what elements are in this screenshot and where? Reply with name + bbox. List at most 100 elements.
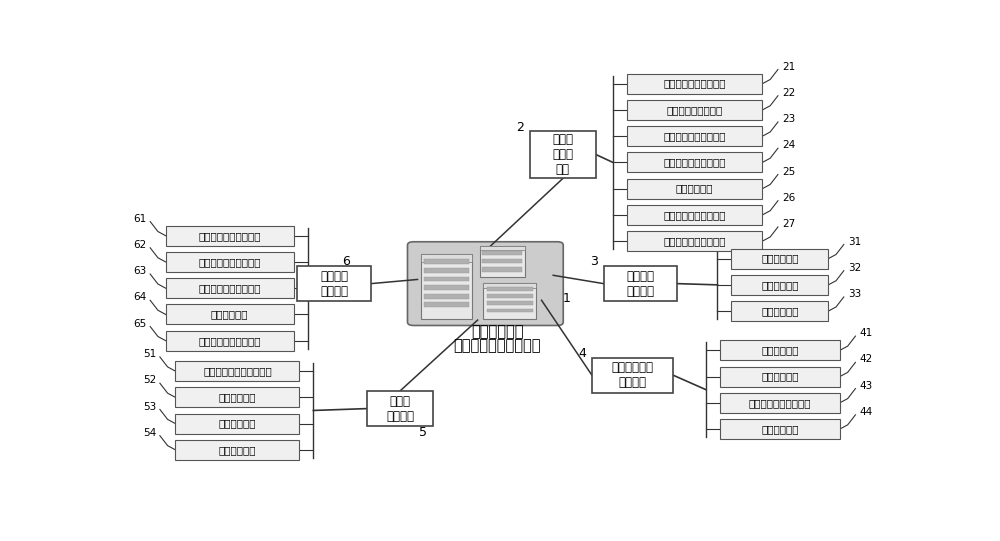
FancyBboxPatch shape <box>480 246 525 250</box>
FancyBboxPatch shape <box>166 252 294 272</box>
Text: 31: 31 <box>848 236 861 247</box>
Text: 1: 1 <box>563 292 571 305</box>
FancyBboxPatch shape <box>627 205 762 225</box>
FancyBboxPatch shape <box>424 294 469 299</box>
Text: 火电厂汽水化学导则模块: 火电厂汽水化学导则模块 <box>203 366 272 376</box>
FancyBboxPatch shape <box>482 250 522 255</box>
Text: 工质腐蚀产物
监测模块: 工质腐蚀产物 监测模块 <box>612 361 654 390</box>
Text: 腐蚀专家失效分析模块: 腐蚀专家失效分析模块 <box>198 335 261 346</box>
Text: 27: 27 <box>782 219 795 229</box>
FancyBboxPatch shape <box>297 266 371 301</box>
Text: 腐蚀专家腐蚀控制模块: 腐蚀专家腐蚀控制模块 <box>198 283 261 293</box>
Text: 腐蚀专家设施管理模块: 腐蚀专家设施管理模块 <box>198 230 261 241</box>
Text: 文档管理模块: 文档管理模块 <box>761 306 799 316</box>
FancyBboxPatch shape <box>424 276 469 281</box>
Text: 2: 2 <box>516 121 524 134</box>
FancyBboxPatch shape <box>720 419 840 439</box>
FancyBboxPatch shape <box>424 260 469 264</box>
Text: 用户管理模块: 用户管理模块 <box>219 445 256 455</box>
FancyBboxPatch shape <box>487 294 533 298</box>
FancyBboxPatch shape <box>166 226 294 246</box>
FancyBboxPatch shape <box>731 275 828 295</box>
Text: 5: 5 <box>420 426 428 439</box>
Text: 24: 24 <box>782 140 795 150</box>
Text: 33: 33 <box>848 289 861 299</box>
Text: 4: 4 <box>578 347 586 360</box>
Text: 全面腐蚀管理系统平台: 全面腐蚀管理系统平台 <box>453 338 541 353</box>
FancyBboxPatch shape <box>424 285 469 290</box>
Text: 64: 64 <box>133 292 146 302</box>
FancyBboxPatch shape <box>720 393 840 413</box>
Text: 6: 6 <box>342 255 350 268</box>
Text: 65: 65 <box>133 319 146 328</box>
FancyBboxPatch shape <box>627 231 762 251</box>
Text: 42: 42 <box>859 354 873 365</box>
Text: 管理人员技术交流模块: 管理人员技术交流模块 <box>663 236 726 246</box>
Text: 52: 52 <box>143 375 156 385</box>
Text: 54: 54 <box>143 428 156 438</box>
Text: 信息储存模块: 信息储存模块 <box>219 392 256 403</box>
FancyBboxPatch shape <box>166 278 294 298</box>
FancyBboxPatch shape <box>480 246 525 278</box>
FancyBboxPatch shape <box>424 268 469 273</box>
Text: 管理人员失效分析模块: 管理人员失效分析模块 <box>663 210 726 220</box>
Text: 基建信息模块: 基建信息模块 <box>761 254 799 263</box>
FancyBboxPatch shape <box>592 358 673 393</box>
Text: 43: 43 <box>859 381 873 391</box>
Text: 53: 53 <box>143 401 156 412</box>
FancyBboxPatch shape <box>627 126 762 146</box>
FancyBboxPatch shape <box>604 266 677 301</box>
FancyBboxPatch shape <box>175 413 299 433</box>
FancyBboxPatch shape <box>483 283 536 288</box>
Text: 管理人
员功能
模块: 管理人 员功能 模块 <box>552 133 573 176</box>
FancyBboxPatch shape <box>483 283 536 319</box>
FancyBboxPatch shape <box>487 287 533 291</box>
Text: 62: 62 <box>133 240 146 250</box>
Text: 26: 26 <box>782 193 795 203</box>
Text: 管理人员设施管理模块: 管理人员设施管理模块 <box>663 78 726 89</box>
FancyBboxPatch shape <box>421 254 472 319</box>
FancyBboxPatch shape <box>627 179 762 199</box>
FancyBboxPatch shape <box>424 302 469 307</box>
FancyBboxPatch shape <box>627 100 762 120</box>
FancyBboxPatch shape <box>175 387 299 407</box>
Text: 3: 3 <box>590 255 598 268</box>
FancyBboxPatch shape <box>487 308 533 313</box>
Text: 基础信息
功能模块: 基础信息 功能模块 <box>626 269 654 298</box>
Text: 腐蚀产物数据管理模块: 腐蚀产物数据管理模块 <box>749 398 811 408</box>
Text: 22: 22 <box>782 88 795 98</box>
Text: 腐蚀产物监测信息模块: 腐蚀产物监测信息模块 <box>663 131 726 141</box>
FancyBboxPatch shape <box>175 440 299 460</box>
Text: 腐蚀专家
功能模块: 腐蚀专家 功能模块 <box>320 269 348 298</box>
FancyBboxPatch shape <box>731 249 828 269</box>
FancyBboxPatch shape <box>175 361 299 381</box>
FancyBboxPatch shape <box>482 267 522 272</box>
FancyBboxPatch shape <box>482 259 522 263</box>
FancyBboxPatch shape <box>720 340 840 360</box>
FancyBboxPatch shape <box>627 74 762 94</box>
FancyBboxPatch shape <box>367 391 433 426</box>
Text: 测点信息模块: 测点信息模块 <box>761 345 799 355</box>
Text: 44: 44 <box>859 407 873 417</box>
Text: 63: 63 <box>133 266 146 276</box>
Text: 腐蚀评价模块: 腐蚀评价模块 <box>211 309 248 319</box>
Text: 电厂汽水系统: 电厂汽水系统 <box>471 324 523 339</box>
Text: 水化学
处理模块: 水化学 处理模块 <box>386 394 414 423</box>
Text: 腐蚀专家检验策略模块: 腐蚀专家检验策略模块 <box>198 257 261 267</box>
FancyBboxPatch shape <box>530 130 596 179</box>
Text: 数据管理模块: 数据管理模块 <box>761 280 799 290</box>
Text: 25: 25 <box>782 167 795 176</box>
Text: 管道腐蚀监测信息模块: 管道腐蚀监测信息模块 <box>663 157 726 167</box>
FancyBboxPatch shape <box>720 366 840 386</box>
Text: 数据处理模块: 数据处理模块 <box>219 419 256 428</box>
Text: 41: 41 <box>859 328 873 338</box>
Text: 监测数据模块: 监测数据模块 <box>761 372 799 381</box>
Text: 51: 51 <box>143 349 156 359</box>
Text: 32: 32 <box>848 263 861 273</box>
Text: 预警处理模块: 预警处理模块 <box>676 183 713 194</box>
FancyBboxPatch shape <box>421 254 472 262</box>
Text: 61: 61 <box>133 214 146 223</box>
Text: 水化学指导信息模块: 水化学指导信息模块 <box>666 105 723 115</box>
Text: 21: 21 <box>782 62 795 71</box>
Text: 23: 23 <box>782 114 795 124</box>
